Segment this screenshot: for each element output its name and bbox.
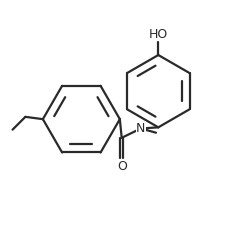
Text: HO: HO [149, 28, 168, 41]
Text: O: O [117, 160, 127, 173]
Text: N: N [136, 122, 145, 135]
